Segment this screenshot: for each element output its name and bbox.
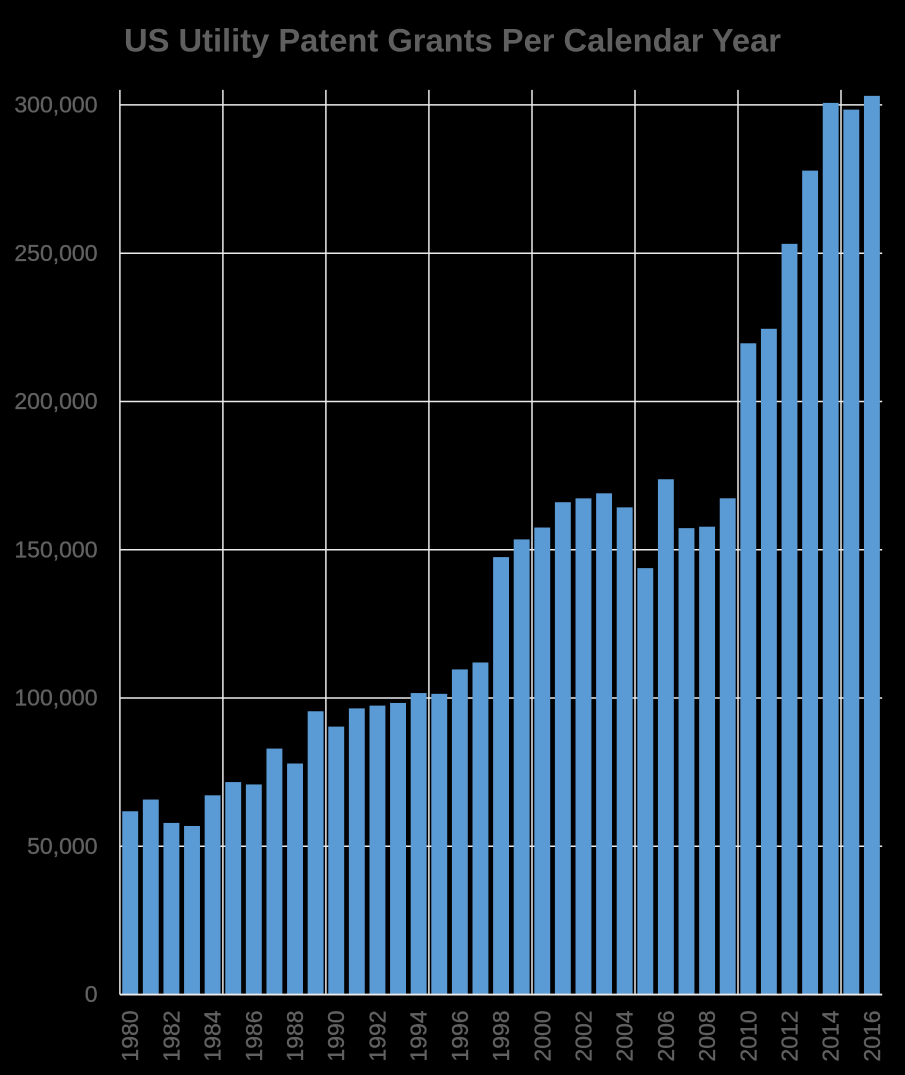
svg-text:2006: 2006	[653, 1010, 679, 1061]
svg-text:1982: 1982	[158, 1010, 184, 1061]
svg-text:1998: 1998	[488, 1010, 514, 1061]
svg-text:1988: 1988	[282, 1010, 308, 1061]
svg-text:2014: 2014	[818, 1010, 844, 1061]
svg-text:50,000: 50,000	[27, 833, 97, 859]
svg-text:250,000: 250,000	[14, 240, 97, 266]
svg-text:1984: 1984	[200, 1010, 226, 1061]
svg-text:1986: 1986	[241, 1010, 267, 1061]
svg-text:100,000: 100,000	[14, 685, 97, 711]
svg-text:2004: 2004	[612, 1010, 638, 1061]
svg-text:150,000: 150,000	[14, 536, 97, 562]
svg-text:200,000: 200,000	[14, 388, 97, 414]
svg-text:1994: 1994	[406, 1010, 432, 1061]
svg-text:2012: 2012	[777, 1010, 803, 1061]
svg-text:2002: 2002	[571, 1010, 597, 1061]
svg-text:1996: 1996	[447, 1010, 473, 1061]
svg-text:1992: 1992	[364, 1010, 390, 1061]
svg-text:US Utility Patent Grants Per C: US Utility Patent Grants Per Calendar Ye…	[124, 22, 781, 59]
svg-text:2010: 2010	[735, 1010, 761, 1061]
svg-text:2008: 2008	[694, 1010, 720, 1061]
svg-text:2000: 2000	[529, 1010, 555, 1061]
svg-text:300,000: 300,000	[14, 92, 97, 118]
svg-text:2016: 2016	[859, 1010, 885, 1061]
svg-text:0: 0	[85, 981, 98, 1007]
svg-text:1980: 1980	[117, 1010, 143, 1061]
svg-text:1990: 1990	[323, 1010, 349, 1061]
